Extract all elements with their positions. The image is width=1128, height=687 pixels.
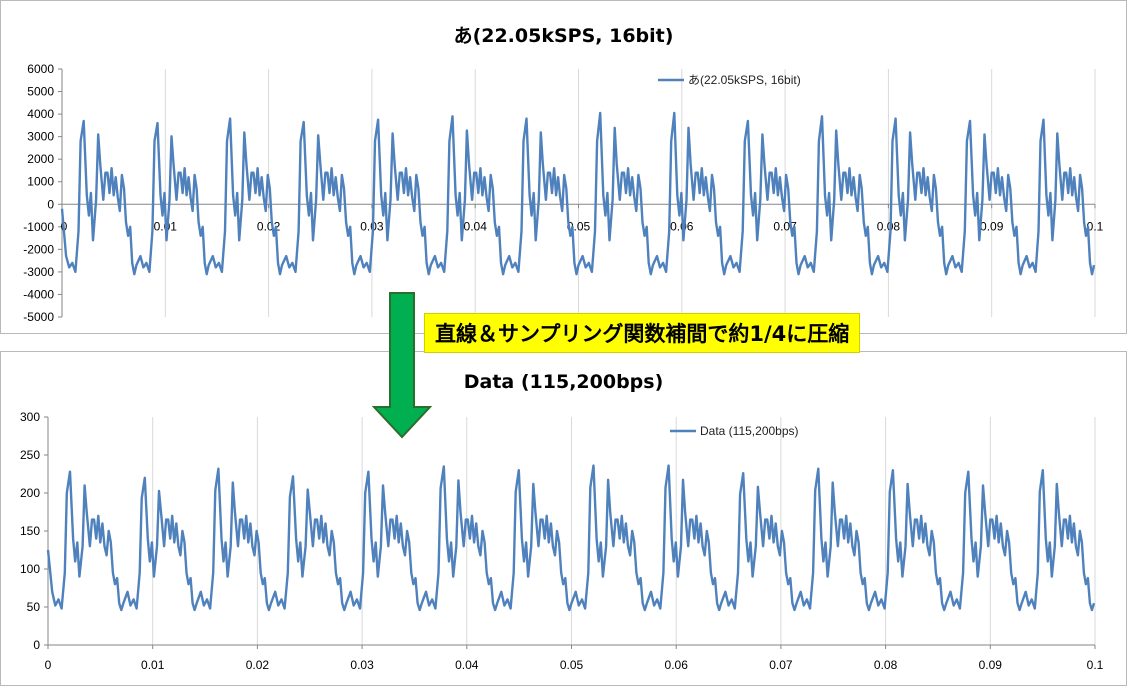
chart-top-svg: 6000 5000 4000 3000 2000 1000 0 -1000 -2000 -3000… <box>23 62 1104 324</box>
chart-panel-top: あ(22.05kSPS, 16bit) 6000 5000 4000 3000 2000… <box>0 0 1127 334</box>
y-tick-label-0-8: -2000 <box>23 242 54 256</box>
y-tick-label-1-1: 250 <box>20 448 40 462</box>
down-arrow-shape <box>371 292 433 439</box>
y-tick-label-1-3: 150 <box>20 524 40 538</box>
y-tick-label-0-4: 2000 <box>27 152 54 166</box>
x-tick-label-0-10: 0.1 <box>1087 219 1104 233</box>
chart-title-bottom: Data (115,200bps) <box>463 371 664 393</box>
x-tick-label-1-9: 0.09 <box>979 658 1003 672</box>
x-tick-label-1-7: 0.07 <box>769 658 793 672</box>
y-tick-label-0-11: -5000 <box>23 310 54 324</box>
x-tick-label-1-3: 0.03 <box>350 658 374 672</box>
y-tick-label-1-2: 200 <box>20 486 40 500</box>
y-tick-label-0-3: 3000 <box>27 130 54 144</box>
y-tick-label-0-1: 5000 <box>27 85 54 99</box>
chart-bottom-svg: 300 250 200 150 100 50 00 0.01 0.02 0.03 0.04 0.05 0… <box>20 410 1104 672</box>
chart-panel-bottom: Data (115,200bps) 300 250 200 150 100 50 0 0 0.0… <box>0 351 1127 686</box>
down-arrow-icon <box>371 292 433 439</box>
series-line-0 <box>60 111 1096 276</box>
y-tick-label-1-0: 300 <box>20 410 40 424</box>
x-tick-label-1-0: 0 <box>45 658 52 672</box>
y-tick-label-0-7: -1000 <box>23 220 54 234</box>
y-tick-label-1-6: 0 <box>33 638 40 652</box>
legend-label-0: あ(22.05kSPS, 16bit) <box>688 73 801 87</box>
x-tick-label-1-4: 0.04 <box>455 658 479 672</box>
series-line-1 <box>46 464 1096 612</box>
x-tick-label-1-6: 0.06 <box>665 658 689 672</box>
y-tick-label-0-10: -4000 <box>23 287 54 301</box>
x-tick-label-1-1: 0.01 <box>141 658 165 672</box>
x-tick-label-0-4: 0.04 <box>464 219 488 233</box>
y-tick-label-0-6: 0 <box>47 197 54 211</box>
x-tick-label-1-10: 0.1 <box>1087 658 1104 672</box>
x-tick-label-1-5: 0.05 <box>560 658 584 672</box>
x-tick-label-0-8: 0.08 <box>877 219 901 233</box>
y-tick-label-1-4: 100 <box>20 562 40 576</box>
legend-label-1: Data (115,200bps) <box>700 424 799 438</box>
x-tick-label-1-8: 0.08 <box>874 658 898 672</box>
y-tick-label-0-2: 4000 <box>27 107 54 121</box>
compression-callout: 直線＆サンプリング関数補間で約1/4に圧縮 <box>424 313 861 353</box>
chart-title-top: あ(22.05kSPS, 16bit) <box>453 25 674 47</box>
x-tick-label-0-9: 0.09 <box>980 219 1004 233</box>
x-tick-label-1-2: 0.02 <box>246 658 270 672</box>
y-tick-label-0-0: 6000 <box>27 62 54 76</box>
y-tick-label-0-5: 1000 <box>27 175 54 189</box>
y-tick-label-1-5: 50 <box>27 600 41 614</box>
y-tick-label-0-9: -3000 <box>23 265 54 279</box>
